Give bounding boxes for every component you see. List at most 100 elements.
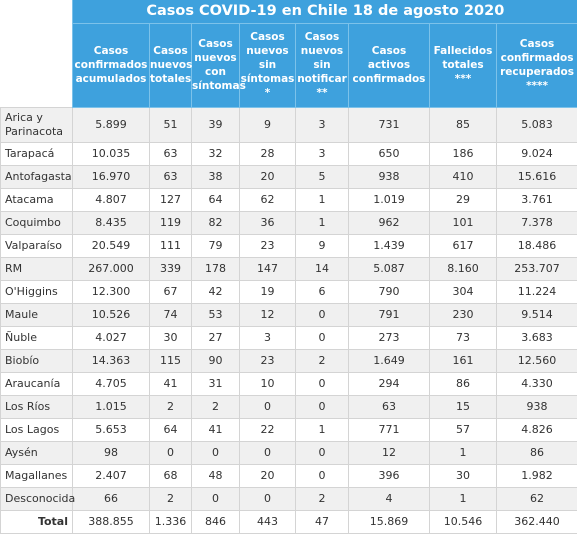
table-cell: 1 [430, 441, 497, 464]
table-cell: 8.435 [73, 211, 150, 234]
table-cell: 3 [240, 326, 296, 349]
table-cell: 51 [150, 107, 192, 142]
table-cell: 2 [150, 487, 192, 510]
region-name: Antofagasta [1, 165, 73, 188]
table-cell: 41 [150, 372, 192, 395]
table-cell: 5 [296, 165, 349, 188]
table-cell: 63 [150, 142, 192, 165]
table-cell: 443 [240, 510, 296, 533]
table-cell: 186 [430, 142, 497, 165]
table-cell: 28 [240, 142, 296, 165]
table-cell: 64 [150, 418, 192, 441]
table-cell: 36 [240, 211, 296, 234]
table-cell: 19 [240, 280, 296, 303]
table-cell: 20 [240, 464, 296, 487]
header-casos-nuevos-sin-sintomas: Casos nuevos sin síntomas * [240, 23, 296, 107]
region-name: Ñuble [1, 326, 73, 349]
table-cell: 10.035 [73, 142, 150, 165]
table-cell: 1 [296, 188, 349, 211]
header-casos-nuevos-totales: Casos nuevos totales [150, 23, 192, 107]
table-cell: 79 [192, 234, 240, 257]
table-cell: 64 [192, 188, 240, 211]
table-cell: 12 [349, 441, 430, 464]
region-name: RM [1, 257, 73, 280]
table-cell: 2 [150, 395, 192, 418]
table-cell: 16.970 [73, 165, 150, 188]
table-cell: 53 [192, 303, 240, 326]
region-name: Atacama [1, 188, 73, 211]
table-cell: 362.440 [497, 510, 577, 533]
table-cell: 23 [240, 234, 296, 257]
table-cell: 6 [296, 280, 349, 303]
table-cell: 68 [150, 464, 192, 487]
table-cell: 771 [349, 418, 430, 441]
table-cell: 3 [296, 107, 349, 142]
table-cell: 32 [192, 142, 240, 165]
table-cell: 82 [192, 211, 240, 234]
table-cell: 1 [430, 487, 497, 510]
table-cell: 0 [296, 395, 349, 418]
table-cell: 9.514 [497, 303, 577, 326]
table-cell: 846 [192, 510, 240, 533]
table-cell: 15.616 [497, 165, 577, 188]
table-cell: 98 [73, 441, 150, 464]
table-cell: 115 [150, 349, 192, 372]
region-name: Aysén [1, 441, 73, 464]
table-cell: 388.855 [73, 510, 150, 533]
region-name: Magallanes [1, 464, 73, 487]
table-cell: 267.000 [73, 257, 150, 280]
table-cell: 178 [192, 257, 240, 280]
table-cell: 3 [296, 142, 349, 165]
table-cell: 1.019 [349, 188, 430, 211]
corner-cell [1, 23, 73, 107]
table-cell: 0 [240, 441, 296, 464]
region-name: Los Lagos [1, 418, 73, 441]
table-cell: 9 [296, 234, 349, 257]
table-cell: 2 [296, 349, 349, 372]
region-name: Biobío [1, 349, 73, 372]
table-cell: 5.899 [73, 107, 150, 142]
table-cell: 938 [497, 395, 577, 418]
region-name: Araucanía [1, 372, 73, 395]
table-cell: 18.486 [497, 234, 577, 257]
region-name: O'Higgins [1, 280, 73, 303]
table-cell: 15 [430, 395, 497, 418]
table-cell: 29 [430, 188, 497, 211]
region-name: Total [1, 510, 73, 533]
table-cell: 5.087 [349, 257, 430, 280]
region-name: Tarapacá [1, 142, 73, 165]
table-cell: 62 [240, 188, 296, 211]
header-fallecidos-totales: Fallecidos totales *** [430, 23, 497, 107]
table-cell: 0 [296, 372, 349, 395]
header-casos-activos-confirmados: Casos activos confirmados [349, 23, 430, 107]
table-cell: 4.705 [73, 372, 150, 395]
table-cell: 9 [240, 107, 296, 142]
table-cell: 8.160 [430, 257, 497, 280]
table-cell: 1.336 [150, 510, 192, 533]
table-cell: 1.982 [497, 464, 577, 487]
table-cell: 339 [150, 257, 192, 280]
table-cell: 73 [430, 326, 497, 349]
table-cell: 74 [150, 303, 192, 326]
table-cell: 30 [430, 464, 497, 487]
table-cell: 5.653 [73, 418, 150, 441]
table-cell: 273 [349, 326, 430, 349]
table-cell: 63 [150, 165, 192, 188]
table-cell: 3.761 [497, 188, 577, 211]
table-cell: 12.300 [73, 280, 150, 303]
table-cell: 2.407 [73, 464, 150, 487]
table-cell: 650 [349, 142, 430, 165]
table-cell: 294 [349, 372, 430, 395]
table-cell: 0 [240, 487, 296, 510]
table-cell: 47 [296, 510, 349, 533]
table-cell: 62 [497, 487, 577, 510]
table-cell: 4 [349, 487, 430, 510]
region-name: Desconocida [1, 487, 73, 510]
